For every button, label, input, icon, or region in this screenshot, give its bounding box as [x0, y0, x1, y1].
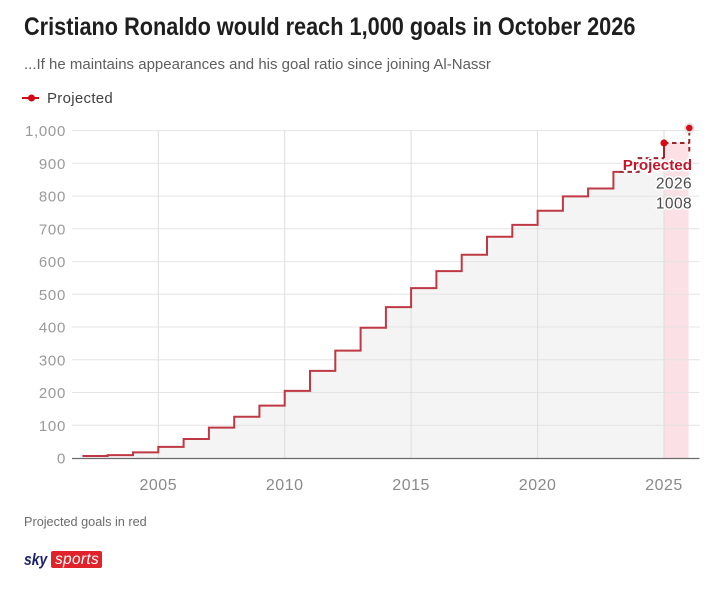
- svg-text:100: 100: [39, 418, 66, 435]
- svg-text:1008: 1008: [656, 196, 692, 213]
- svg-text:2005: 2005: [140, 477, 178, 494]
- svg-text:Projected: Projected: [623, 157, 692, 174]
- svg-text:800: 800: [39, 189, 66, 206]
- svg-text:2026: 2026: [656, 176, 692, 193]
- svg-text:1,000: 1,000: [25, 123, 66, 140]
- svg-text:2025: 2025: [645, 477, 683, 494]
- svg-text:400: 400: [39, 320, 66, 337]
- svg-text:2015: 2015: [392, 477, 430, 494]
- svg-text:700: 700: [39, 221, 66, 238]
- svg-text:2010: 2010: [266, 477, 304, 494]
- svg-text:300: 300: [39, 352, 66, 369]
- svg-text:2020: 2020: [519, 477, 557, 494]
- svg-text:500: 500: [39, 287, 66, 304]
- svg-text:0: 0: [57, 451, 66, 468]
- svg-text:600: 600: [39, 254, 66, 271]
- svg-text:900: 900: [39, 156, 66, 173]
- svg-text:200: 200: [39, 385, 66, 402]
